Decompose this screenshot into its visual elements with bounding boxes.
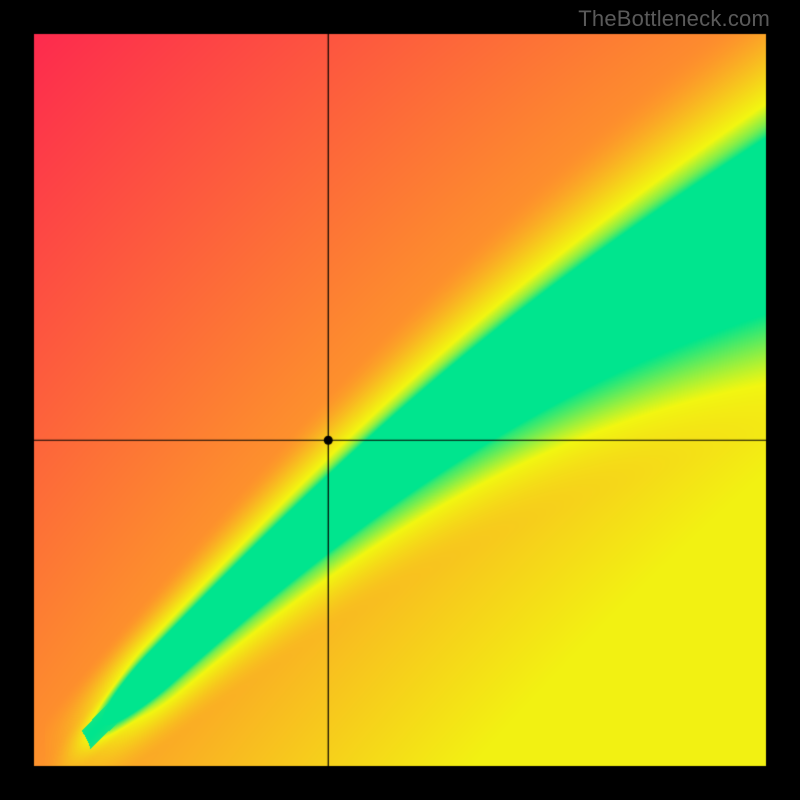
- bottleneck-heatmap: [0, 0, 800, 800]
- chart-container: { "watermark": { "text": "TheBottleneck.…: [0, 0, 800, 800]
- watermark-text: TheBottleneck.com: [578, 6, 770, 32]
